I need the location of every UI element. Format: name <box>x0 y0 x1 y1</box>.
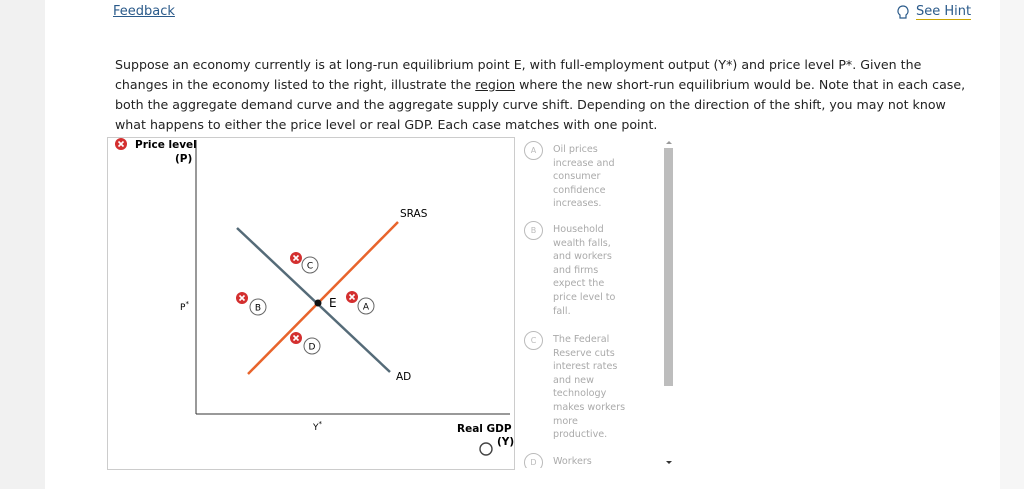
point-label: B <box>255 304 261 314</box>
option-text: Household wealth falls, and workers and … <box>553 224 616 317</box>
region-link[interactable]: region <box>475 77 516 92</box>
margin <box>1000 0 1024 489</box>
error-icon <box>292 254 300 262</box>
option-text: Oil prices increase and consumer confide… <box>553 144 615 210</box>
x-axis-label: Real GDP <box>457 423 512 435</box>
option-text: The Federal Reserve cuts interest rates … <box>553 334 626 441</box>
option-letter: D <box>524 453 543 468</box>
point-marker[interactable] <box>249 298 267 316</box>
error-icon <box>117 140 125 148</box>
x-axis-unit: (Y) <box>497 436 514 448</box>
options-panel: A Oil prices increase and consumer confid… <box>520 138 660 468</box>
point-marker[interactable] <box>303 337 321 355</box>
point-label: D <box>309 343 316 353</box>
point-marker[interactable] <box>357 297 375 315</box>
y-tick: Y* <box>312 420 323 433</box>
error-icon <box>292 334 300 342</box>
y-axis-unit: (P) <box>175 153 192 165</box>
equilibrium-point <box>314 299 322 307</box>
point-label: A <box>363 303 370 313</box>
sras-curve <box>247 221 399 375</box>
scroll-arrows <box>666 141 672 464</box>
error-icon <box>238 294 246 302</box>
option-letter: A <box>524 141 543 160</box>
feedback-link[interactable]: Feedback <box>113 4 175 19</box>
error-icon <box>348 293 356 301</box>
y-axis-label: Price level <box>135 139 197 151</box>
y-tick: Y <box>312 423 319 433</box>
hint-icon <box>897 5 909 19</box>
p-tick: P* <box>180 300 189 313</box>
reset-icon[interactable] <box>479 442 493 456</box>
p-tick: P <box>180 303 186 313</box>
see-hint[interactable]: See Hint <box>916 4 972 20</box>
question-text: where the new short-run equilibrium woul… <box>115 77 966 132</box>
scroll-thumb[interactable] <box>664 148 673 386</box>
sras-label: SRAS <box>400 208 428 220</box>
option-letter: B <box>524 221 543 240</box>
graph-box <box>107 137 515 470</box>
ad-label: AD <box>396 371 411 383</box>
sidebar <box>0 0 45 489</box>
point-label: C <box>307 262 313 272</box>
option-text: Workers <box>553 456 592 467</box>
y-star: * <box>319 420 323 428</box>
ad-curve <box>236 227 391 373</box>
equilibrium-label: E <box>329 296 337 310</box>
option-letter: C <box>524 331 543 350</box>
question-text: Suppose an economy currently is at long-… <box>115 57 922 92</box>
point-marker[interactable] <box>301 256 319 274</box>
p-star: * <box>185 300 189 308</box>
question: Suppose an economy currently is at long-… <box>115 55 975 135</box>
